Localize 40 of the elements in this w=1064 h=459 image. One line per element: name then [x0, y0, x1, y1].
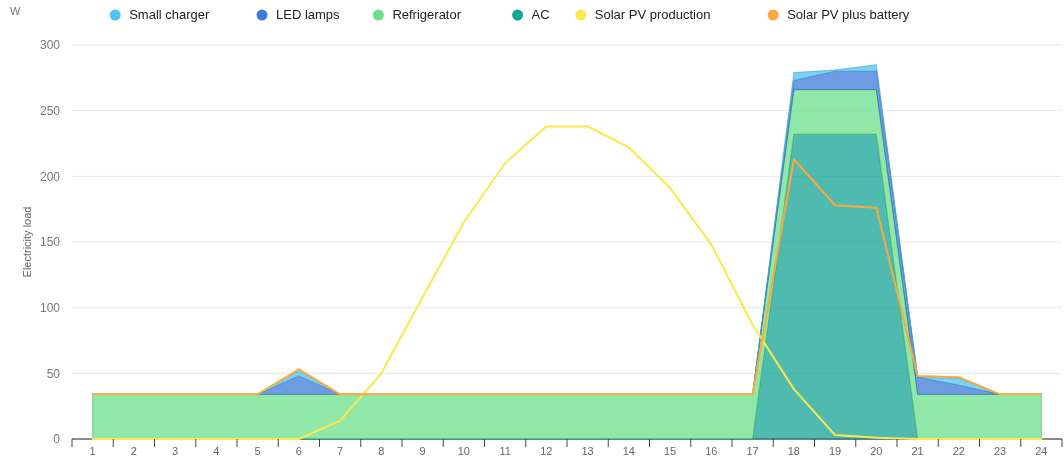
- y-tick-label: 100: [39, 300, 61, 315]
- text: W: [10, 5, 21, 17]
- x-tick-label: 11: [499, 445, 511, 457]
- legend-label: AC: [531, 7, 550, 22]
- y-tick-label: 0: [53, 432, 61, 447]
- x-tick-label: 2: [130, 445, 137, 457]
- x-tick-label: 5: [254, 445, 261, 457]
- y-tick-label: 250: [39, 103, 61, 118]
- x-tick-label: 20: [870, 445, 883, 457]
- x-tick-label: 15: [664, 445, 677, 457]
- x-tick-label: 8: [378, 445, 385, 457]
- legend-label: Solar PV plus battery: [787, 7, 910, 22]
- x-tick-label: 16: [705, 445, 718, 457]
- x-tick-label: 3: [172, 445, 179, 457]
- y-tick-label: 50: [46, 366, 61, 381]
- x-tick-label: 21: [911, 445, 924, 457]
- x-tick-label: 6: [295, 445, 302, 457]
- y-tick-label: 150: [39, 235, 61, 250]
- line-series: [91, 158, 1043, 396]
- x-tick-label: 22: [952, 445, 965, 457]
- y-tick-label: 300: [39, 38, 61, 53]
- x-tick-label: 23: [994, 445, 1007, 457]
- x-tick-label: 24: [1035, 445, 1048, 457]
- legend-label: Refrigerator: [392, 7, 462, 22]
- x-tick-label: 4: [213, 445, 220, 457]
- x-tick-label: 18: [787, 445, 800, 457]
- x-tick-label: 17: [746, 445, 759, 457]
- legend-label: Solar PV production: [594, 7, 711, 22]
- x-tick-label: 7: [337, 445, 344, 457]
- x-tick-label: 1: [89, 445, 96, 457]
- y-tick-label: 200: [39, 169, 61, 184]
- x-tick-label: 12: [540, 445, 553, 457]
- y-axis-title: Electricity load: [21, 206, 33, 278]
- x-tick-label: 13: [581, 445, 594, 457]
- x-tick-label: 19: [829, 445, 842, 457]
- legend-label: LED lamps: [276, 7, 341, 22]
- x-tick-label: 14: [622, 445, 635, 457]
- legend-label: Small charger: [129, 7, 211, 22]
- x-tick-label: 10: [457, 445, 470, 457]
- x-tick-label: 9: [419, 445, 426, 457]
